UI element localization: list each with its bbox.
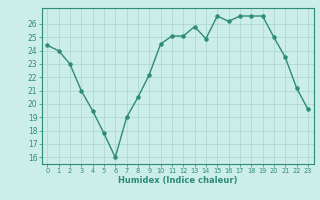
X-axis label: Humidex (Indice chaleur): Humidex (Indice chaleur) [118,176,237,185]
